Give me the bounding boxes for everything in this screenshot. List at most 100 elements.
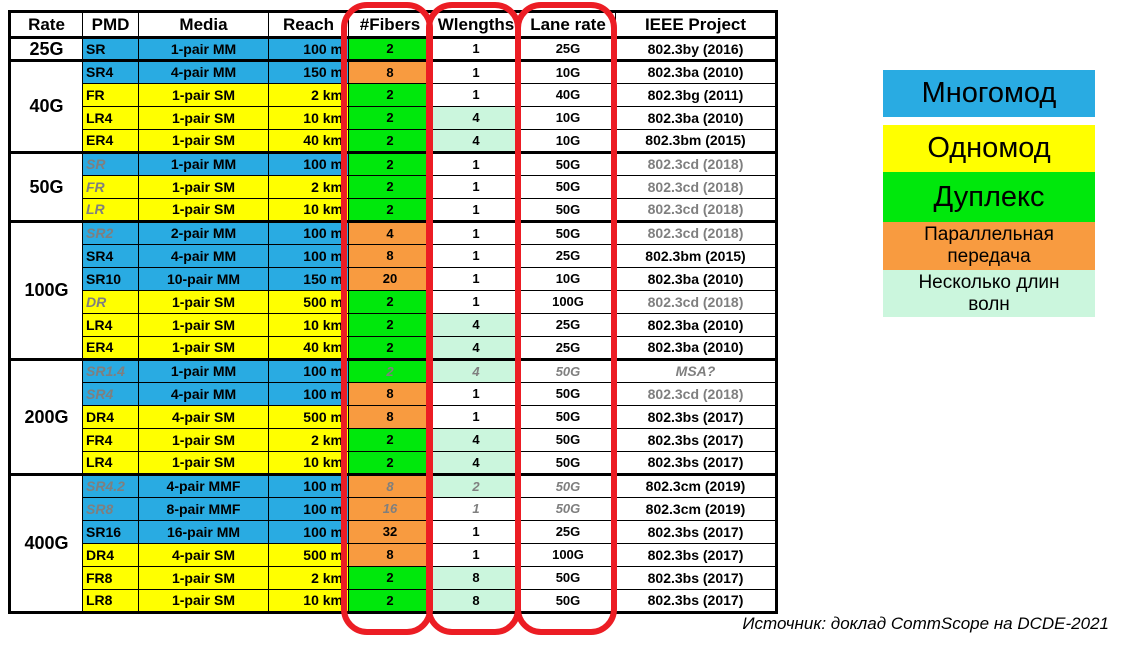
pmd-cell: DR	[82, 290, 139, 314]
ieee-project-cell: 802.3bm (2015)	[615, 244, 777, 268]
pmd-cell: LR8	[82, 589, 139, 613]
column-header: Reach	[268, 11, 349, 39]
pmd-cell: SR	[82, 36, 139, 61]
ieee-project-cell: 802.3bs (2017)	[615, 566, 777, 590]
table-row: LR4 1-pair SM 10 km 2 4 50G 802.3bs (2017)	[10, 451, 777, 475]
table-row: 100G SR2 2-pair MM 100 m 4 1 50G 802.3cd (2018)	[9, 220, 777, 360]
pmd-cell: FR8	[82, 566, 139, 590]
reach-cell: 100 m	[268, 244, 349, 268]
ieee-project-cell: 802.3bg (2011)	[615, 83, 777, 107]
media-cell: 1-pair SM	[138, 589, 269, 613]
media-cell: 2-pair MM	[138, 220, 269, 245]
reach-cell: 150 m	[268, 59, 349, 84]
lane-rate-cell: 25G	[520, 313, 616, 337]
media-cell: 4-pair MM	[138, 59, 269, 84]
wavelengths-cell: 8	[431, 566, 521, 590]
reach-cell: 100 m	[268, 36, 349, 61]
ieee-project-cell: 802.3bs (2017)	[615, 405, 777, 429]
table-row: ER4 1-pair SM 40 km 2 4 25G 802.3ba (2010)	[10, 336, 777, 360]
table-row: FR8 1-pair SM 2 km 2 8 50G 802.3bs (2017)	[10, 566, 777, 590]
table-row: DR4 4-pair SM 500 m 8 1 50G 802.3bs (2017)	[10, 405, 777, 429]
pmd-cell: SR2	[82, 220, 139, 245]
media-cell: 1-pair SM	[138, 106, 269, 130]
fibers-cell: 2	[348, 106, 432, 130]
ieee-project-cell: 802.3by (2016)	[615, 36, 777, 61]
media-cell: 1-pair MM	[138, 36, 269, 61]
media-cell: 1-pair SM	[138, 198, 269, 222]
reach-cell: 100 m	[268, 358, 349, 383]
reach-cell: 10 km	[268, 106, 349, 130]
fibers-cell: 8	[348, 543, 432, 567]
media-cell: 1-pair SM	[138, 83, 269, 107]
standards-table-body: 25G SR 1-pair MM 100 m 2 1 25G 802.3by (2016) 40…	[9, 36, 777, 613]
pmd-cell: LR	[82, 198, 139, 222]
reach-cell: 100 m	[268, 220, 349, 245]
legend-item: Дуплекс	[883, 172, 1095, 222]
ieee-project-cell: 802.3cd (2018)	[615, 290, 777, 314]
media-cell: 1-pair SM	[138, 428, 269, 452]
ieee-project-cell: 802.3bm (2015)	[615, 129, 777, 153]
wavelengths-cell: 1	[431, 220, 521, 245]
lane-rate-cell: 50G	[520, 220, 616, 245]
ieee-project-cell: 802.3bs (2017)	[615, 520, 777, 544]
rate-cell: 100G	[9, 220, 83, 360]
pmd-cell: LR4	[82, 313, 139, 337]
column-header: Media	[138, 11, 269, 39]
wavelengths-cell: 1	[431, 59, 521, 84]
media-cell: 4-pair SM	[138, 543, 269, 567]
ieee-project-cell: 802.3cd (2018)	[615, 198, 777, 222]
wavelengths-cell: 4	[431, 106, 521, 130]
reach-cell: 2 km	[268, 83, 349, 107]
pmd-cell: SR16	[82, 520, 139, 544]
wavelengths-cell: 4	[431, 451, 521, 475]
rate-cell: 40G	[9, 59, 83, 153]
media-cell: 4-pair SM	[138, 405, 269, 429]
fibers-cell: 16	[348, 497, 432, 521]
lane-rate-cell: 25G	[520, 244, 616, 268]
column-header: Lane rate	[520, 11, 616, 39]
lane-rate-cell: 50G	[520, 589, 616, 613]
fibers-cell: 2	[348, 451, 432, 475]
fibers-cell: 2	[348, 151, 432, 176]
table-row: 400G SR4.2 4-pair MMF 100 m 8 2 50G 802.3cm (20…	[9, 473, 777, 613]
rate-cell: 50G	[9, 151, 83, 222]
table-header-row: Rate PMD Media Reach #Fibers Wlengths Lane rat…	[9, 11, 777, 39]
lane-rate-cell: 50G	[520, 566, 616, 590]
table-row: SR10 10-pair MM 150 m 20 1 10G 802.3ba (2010)	[10, 267, 777, 291]
pmd-cell: LR4	[82, 451, 139, 475]
wavelengths-cell: 2	[431, 473, 521, 498]
pmd-cell: SR4	[82, 244, 139, 268]
lane-rate-cell: 10G	[520, 106, 616, 130]
fibers-cell: 32	[348, 520, 432, 544]
table-row: 40G SR4 4-pair MM 150 m 8 1 10G 802.3ba (2010)	[9, 59, 777, 153]
wavelengths-cell: 1	[431, 267, 521, 291]
lane-rate-cell: 40G	[520, 83, 616, 107]
table-row: 50G SR 1-pair MM 100 m 2 1 50G 802.3cd (2018)	[9, 151, 777, 222]
pmd-cell: SR1.4	[82, 358, 139, 383]
lane-rate-cell: 50G	[520, 473, 616, 498]
media-cell: 1-pair SM	[138, 129, 269, 153]
legend-item: Несколько длин волн	[883, 270, 1095, 317]
wavelengths-cell: 1	[431, 382, 521, 406]
ieee-project-cell: MSA?	[615, 358, 777, 383]
fibers-cell: 8	[348, 382, 432, 406]
rate-cell: 200G	[9, 358, 83, 475]
ieee-project-cell: 802.3ba (2010)	[615, 106, 777, 130]
ethernet-standards-table: Rate PMD Media Reach #Fibers Wlengths Lane rat…	[8, 10, 778, 614]
table-row: FR4 1-pair SM 2 km 2 4 50G 802.3bs (2017)	[10, 428, 777, 452]
ieee-project-cell: 802.3cd (2018)	[615, 175, 777, 199]
wavelengths-cell: 1	[431, 520, 521, 544]
reach-cell: 40 km	[268, 336, 349, 360]
pmd-cell: LR4	[82, 106, 139, 130]
pmd-cell: ER4	[82, 129, 139, 153]
wavelengths-cell: 1	[431, 83, 521, 107]
table-row: SR4 4-pair MM 100 m 8 1 25G 802.3bm (2015)	[10, 244, 777, 268]
ieee-project-cell: 802.3bs (2017)	[615, 428, 777, 452]
column-header: IEEE Project	[615, 11, 777, 39]
pmd-cell: FR	[82, 175, 139, 199]
fibers-cell: 8	[348, 244, 432, 268]
rate-cell: 400G	[9, 473, 83, 613]
wavelengths-cell: 1	[431, 36, 521, 61]
table-row: SR16 16-pair MM 100 m 32 1 25G 802.3bs (2017)	[10, 520, 777, 544]
